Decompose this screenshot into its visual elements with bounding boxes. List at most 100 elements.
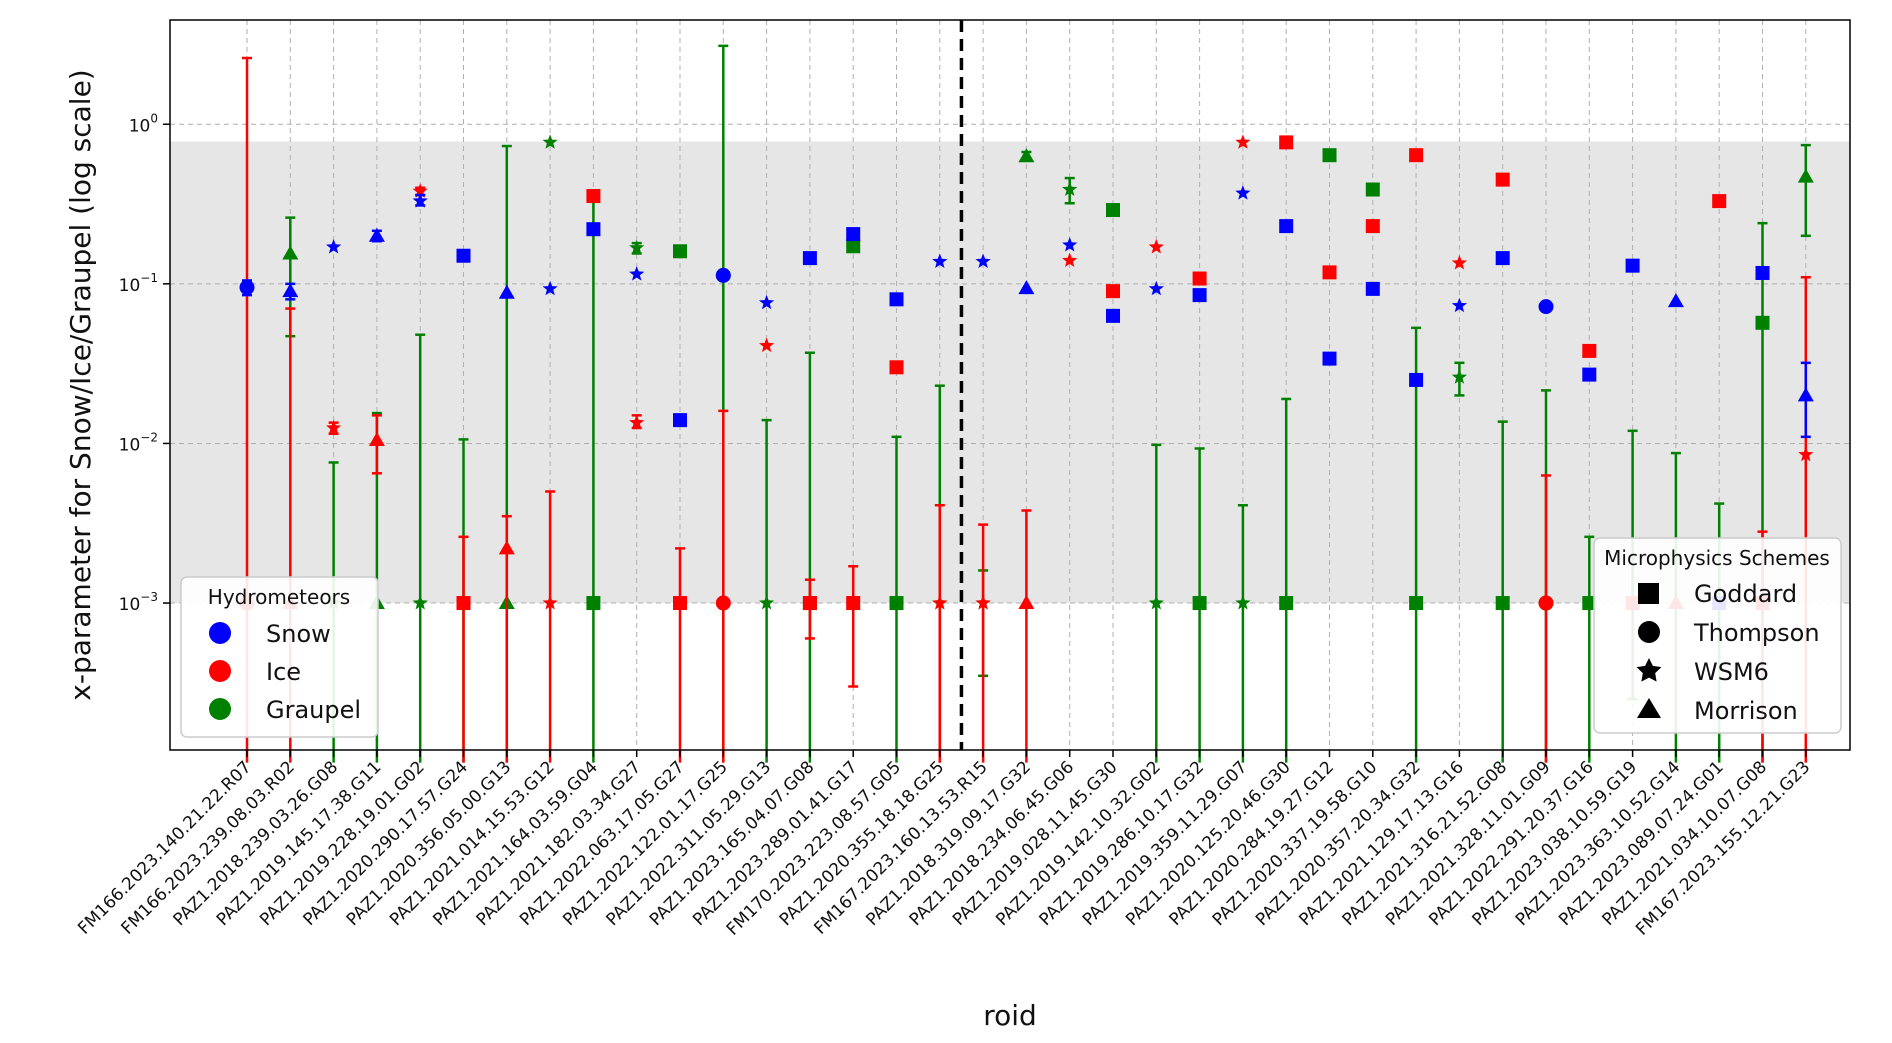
marker-goddard <box>1409 148 1424 163</box>
marker-morrison <box>1018 595 1035 610</box>
legend-morrison-label: Morrison <box>1694 697 1798 725</box>
marker-wsm6 <box>759 337 775 353</box>
marker-goddard <box>846 227 861 242</box>
legend-ice-swatch <box>209 660 231 682</box>
marker-goddard <box>889 596 904 611</box>
marker-goddard <box>1192 288 1207 303</box>
marker-wsm6 <box>412 595 428 610</box>
marker-goddard <box>1495 172 1510 187</box>
marker-goddard <box>1279 135 1294 150</box>
marker-wsm6 <box>1451 369 1467 384</box>
marker-goddard <box>1582 343 1597 358</box>
marker-goddard <box>1106 308 1120 323</box>
legend-snow-swatch <box>209 622 231 644</box>
legend-schemes: Microphysics Schemes Goddard Thompson WS… <box>1593 537 1842 734</box>
marker-morrison <box>1797 387 1814 402</box>
marker-wsm6 <box>1235 595 1251 610</box>
marker-wsm6 <box>542 134 558 149</box>
marker-wsm6 <box>1235 134 1251 149</box>
x-axis: FM166.2023.140.21.22.R07FM166.2023.239.0… <box>74 750 1814 940</box>
marker-goddard <box>846 239 861 254</box>
marker-goddard <box>1106 284 1120 299</box>
marker-goddard <box>1409 596 1424 611</box>
marker-morrison <box>1797 168 1814 183</box>
marker-goddard <box>586 189 601 204</box>
marker-morrison <box>368 227 385 242</box>
marker-goddard <box>1279 596 1294 611</box>
marker-wsm6 <box>1235 185 1251 200</box>
x-axis-title: roid <box>983 999 1037 1032</box>
marker-wsm6 <box>1148 595 1164 610</box>
marker-goddard <box>673 244 687 259</box>
marker-goddard <box>456 596 471 611</box>
marker-goddard <box>1365 182 1380 197</box>
y-tick-label: 10−3 <box>119 590 158 615</box>
y-tick-label: 10−1 <box>119 271 158 296</box>
marker-morrison <box>498 284 515 299</box>
marker-thompson <box>1538 595 1554 611</box>
marker-morrison <box>282 245 299 260</box>
marker-thompson <box>715 267 731 283</box>
marker-goddard <box>1192 271 1207 286</box>
y-axis-title: x-parameter for Snow/Ice/Graupel (log sc… <box>64 69 97 700</box>
gridlines <box>170 20 1850 750</box>
legend-goddard-swatch <box>1638 583 1659 604</box>
legend-hydrometeors-frame <box>180 576 379 738</box>
marker-wsm6 <box>629 414 645 430</box>
marker-goddard <box>1365 281 1380 296</box>
marker-goddard <box>1322 351 1337 366</box>
marker-wsm6 <box>542 280 558 296</box>
marker-wsm6 <box>759 595 775 610</box>
marker-wsm6 <box>629 266 645 281</box>
marker-goddard <box>1365 219 1380 234</box>
marker-wsm6 <box>326 239 342 254</box>
marker-wsm6 <box>412 183 428 198</box>
shaded-band <box>170 141 1850 604</box>
marker-thompson <box>1538 299 1554 315</box>
legend-wsm6-swatch <box>1636 658 1662 682</box>
marker-wsm6 <box>326 420 342 435</box>
y-tick-label: 10−2 <box>119 430 158 455</box>
marker-wsm6 <box>975 595 991 610</box>
marker-goddard <box>1279 219 1294 234</box>
legend-snow-label: Snow <box>266 620 331 648</box>
marker-wsm6 <box>975 253 991 268</box>
marker-goddard <box>1322 148 1337 163</box>
marker-goddard <box>673 413 687 428</box>
marker-wsm6 <box>1451 297 1467 313</box>
marker-wsm6 <box>1148 239 1164 254</box>
marker-goddard <box>1712 194 1727 209</box>
marker-morrison <box>498 540 515 555</box>
marker-goddard <box>586 222 601 237</box>
legend-morrison-swatch <box>1637 698 1661 718</box>
marker-wsm6 <box>1148 280 1164 296</box>
marker-goddard <box>1192 596 1207 611</box>
marker-goddard <box>1495 596 1510 611</box>
marker-goddard <box>673 596 687 611</box>
marker-morrison <box>1667 293 1684 308</box>
marker-goddard <box>1755 265 1770 280</box>
marker-wsm6 <box>932 253 948 268</box>
legend-hydrometeors-title: Hydrometeors <box>208 585 350 609</box>
legend-wsm6-label: WSM6 <box>1694 658 1769 686</box>
marker-goddard <box>889 292 904 307</box>
marker-goddard <box>456 248 471 263</box>
marker-goddard <box>586 596 601 611</box>
marker-wsm6 <box>542 595 558 610</box>
legend-ice-label: Ice <box>266 658 301 686</box>
marker-wsm6 <box>1451 255 1467 270</box>
marker-wsm6 <box>932 595 948 610</box>
marker-wsm6 <box>1062 252 1078 267</box>
marker-morrison <box>1018 280 1035 295</box>
marker-wsm6 <box>1062 181 1078 196</box>
legend-thompson-swatch <box>1638 621 1660 643</box>
legend-goddard-label: Goddard <box>1694 580 1797 608</box>
y-tick-label: 100 <box>129 111 158 136</box>
legend-graupel-swatch <box>209 698 231 720</box>
plot-frame <box>169 19 1851 751</box>
marker-goddard <box>846 596 861 611</box>
marker-goddard <box>1755 315 1770 330</box>
legend-hydrometeors: Hydrometeors Snow Ice Graupel <box>180 576 379 738</box>
marker-thompson <box>239 279 255 295</box>
